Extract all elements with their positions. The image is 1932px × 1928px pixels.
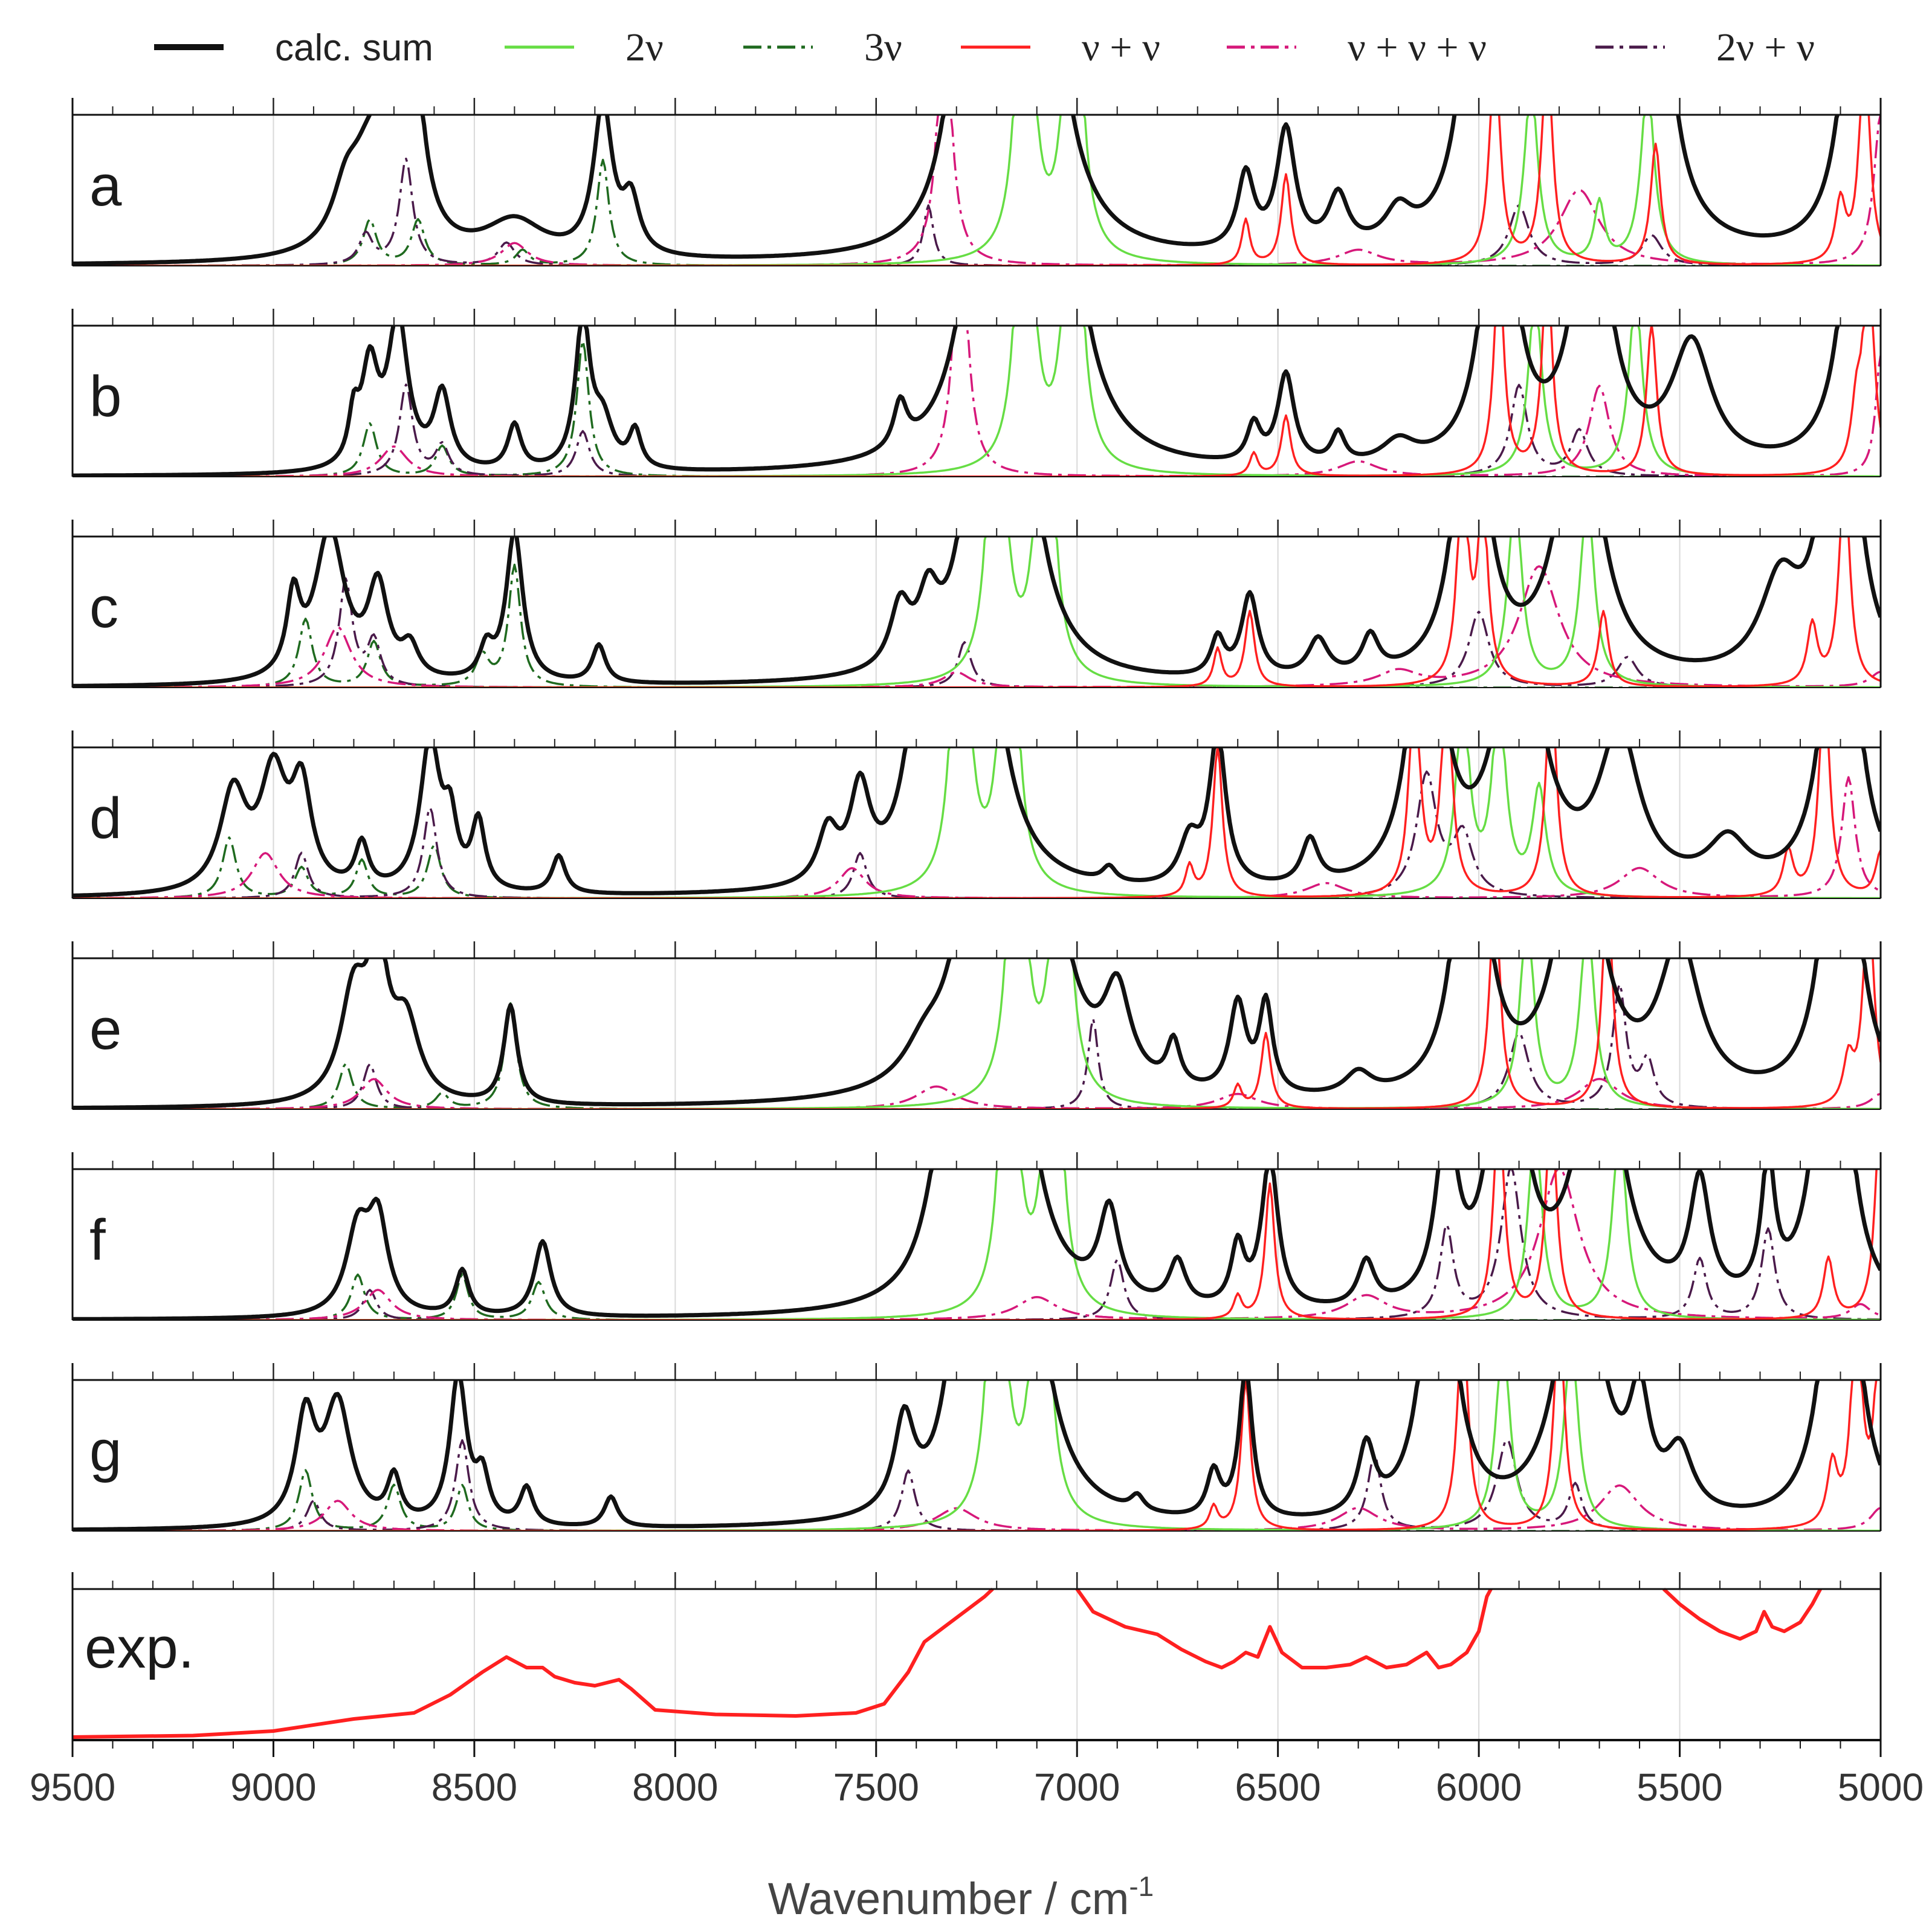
series-nu_nu_nu-g [73,1484,1881,1531]
series-three_nu-d [73,836,1881,898]
series-two_nu_nu-f [73,1169,1881,1320]
panel-label-a: a [89,153,122,218]
series-two_nu-d [73,747,1881,898]
panel-label-g: g [89,1419,121,1483]
series-nu_nu-a [73,115,1881,266]
panel-curves-d [73,747,1881,898]
x-axis: 9500 9000 8500 8000 7500 7000 6500 6000 5500 5000 [30,1739,1924,1809]
experimental-panel: exp. [71,1572,1882,1740]
x-tick-label-6500: 6500 [1235,1765,1320,1809]
series-two_nu-f [73,1169,1881,1320]
panel-label-d: d [89,786,121,851]
panel-c: c [71,520,1882,688]
x-axis-title: Wavenumber / cm-1 [768,1871,1154,1924]
legend-label-nu_nu_nu: ν + ν + ν [1348,25,1487,69]
series-two_nu_nu-d [73,770,1881,898]
legend-label-nu_nu: ν + ν [1082,25,1160,69]
x-tick-label-9500: 9500 [30,1765,115,1809]
panels: a b c d e f g [71,98,1882,1532]
panel-label-exp: exp. [85,1616,194,1680]
panel-g: g [71,1363,1882,1532]
series-nu_nu_nu-a [73,115,1881,266]
series-sum-g [73,1380,1881,1531]
x-tick-label-8500: 8500 [431,1765,517,1809]
legend-label-two_nu: 2ν [625,25,664,69]
series-two_nu-b [73,326,1881,477]
x-tick-label-9000: 9000 [230,1765,316,1809]
x-tick-label-5000: 5000 [1838,1765,1924,1809]
series-two_nu_nu-c [73,577,1881,688]
series-three_nu-g [73,1469,1881,1531]
series-experimental-segment-1 [1075,1588,1493,1669]
x-axis-title-superscript: -1 [1129,1871,1154,1902]
legend-label-sum: calc. sum [275,27,433,69]
series-two_nu-a [73,115,1881,266]
series-nu_nu_nu-c [73,565,1881,688]
panel-a: a [71,98,1882,266]
x-tick-label-7500: 7500 [833,1765,919,1809]
series-two_nu_nu-b [73,383,1881,477]
panel-curves-g [73,1380,1881,1531]
series-experimental-segment-0 [72,1587,994,1739]
series-nu_nu_nu-d [73,776,1881,898]
x-axis-title-text: Wavenumber / cm [768,1874,1129,1924]
panel-label-f: f [89,1208,106,1272]
panel-curves-a [73,115,1881,266]
series-nu_nu_nu-e [73,1078,1881,1109]
panel-curves-f [73,1169,1881,1320]
panel-label-b: b [89,364,121,429]
series-nu_nu-b [73,326,1881,477]
x-tick-label-6000: 6000 [1436,1765,1522,1809]
series-experimental-segment-2 [1662,1587,1822,1641]
series-three_nu-b [73,339,1881,477]
panel-f: f [71,1152,1882,1321]
series-three_nu-f [73,1273,1881,1320]
series-nu_nu-d [73,747,1881,898]
panel-label-e: e [89,997,121,1062]
series-nu_nu-g [73,1380,1878,1531]
legend-label-two_nu_nu: 2ν + ν [1716,25,1815,69]
series-two_nu-g [73,1380,1881,1531]
legend: calc. sum 2ν 3ν ν + ν ν + ν + ν 2ν + ν [154,25,1815,69]
panel-label-c: c [89,575,118,640]
panel-e: e [71,941,1882,1110]
series-sum-b [73,326,1840,477]
panel-curves-c [73,537,1881,688]
series-nu_nu_nu-b [73,326,1881,477]
x-tick-label-7000: 7000 [1034,1765,1120,1809]
x-tick-label-8000: 8000 [632,1765,718,1809]
series-sum-f [73,1169,1881,1320]
series-sum-c [73,537,1881,688]
series-sum-d [73,747,1881,898]
panel-curves-b [73,326,1881,477]
panel-d: d [71,730,1882,899]
panel-curves-e [73,958,1881,1109]
panel-b: b [71,309,1882,477]
series-two_nu_nu-g [73,1438,1881,1531]
series-two_nu-e [73,958,1881,1109]
x-tick-label-5500: 5500 [1636,1765,1722,1809]
series-nu_nu_nu-f [73,1169,1881,1320]
legend-label-three_nu: 3ν [864,25,902,69]
